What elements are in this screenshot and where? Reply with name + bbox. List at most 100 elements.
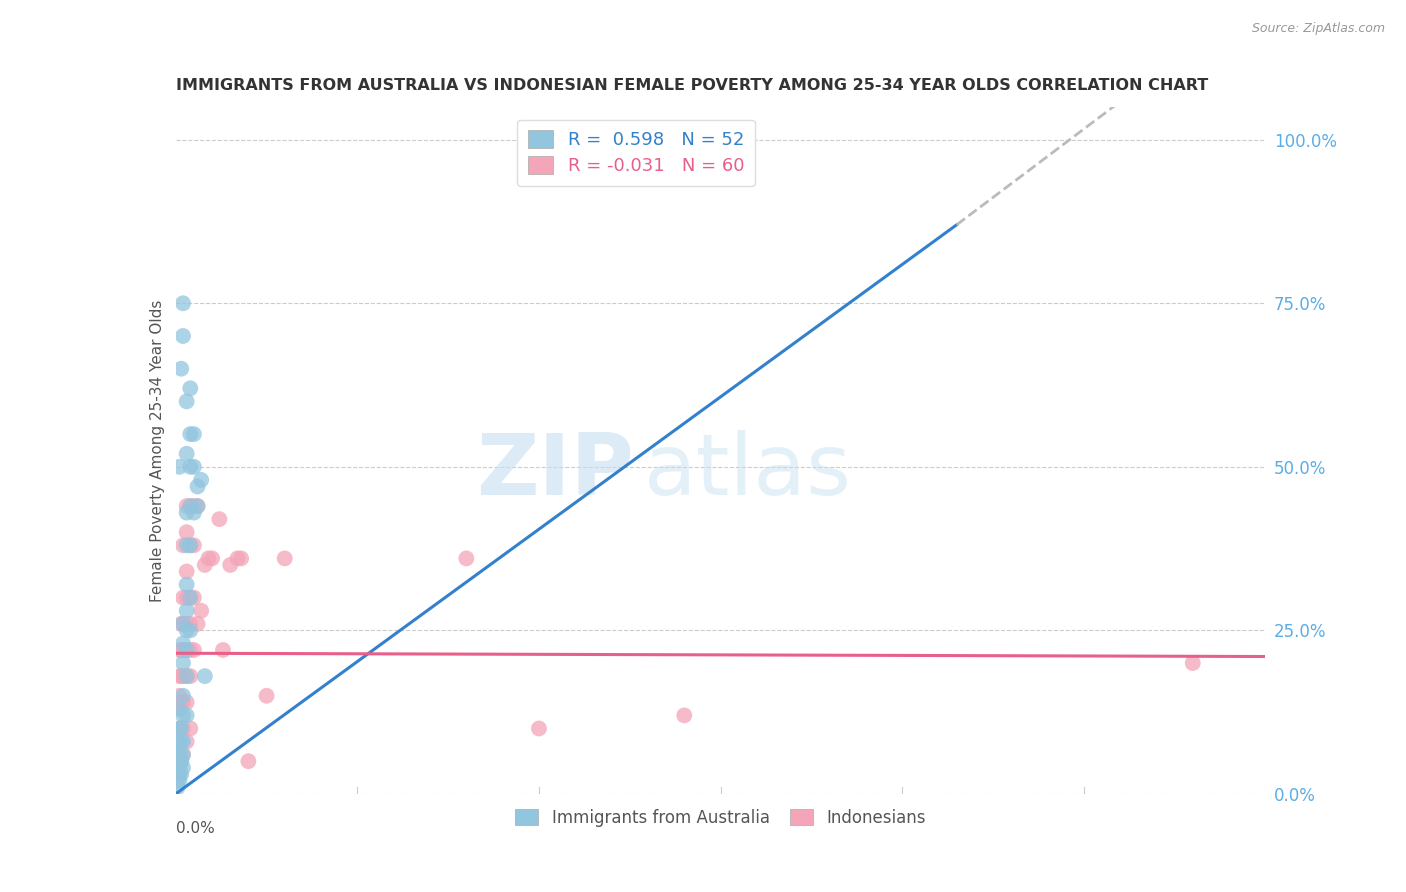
Point — [172, 708, 194, 723]
Point — [170, 643, 193, 657]
Point — [176, 708, 198, 723]
Point — [169, 773, 191, 788]
Point — [212, 643, 235, 657]
Point — [176, 499, 198, 513]
Point — [208, 512, 231, 526]
Point — [172, 329, 194, 343]
Point — [169, 669, 191, 683]
Point — [226, 551, 249, 566]
Point — [176, 506, 198, 520]
Point — [190, 604, 212, 618]
Point — [186, 499, 209, 513]
Point — [673, 708, 696, 723]
Point — [170, 616, 193, 631]
Text: IMMIGRANTS FROM AUSTRALIA VS INDONESIAN FEMALE POVERTY AMONG 25-34 YEAR OLDS COR: IMMIGRANTS FROM AUSTRALIA VS INDONESIAN … — [176, 78, 1208, 94]
Point — [194, 558, 217, 572]
Point — [201, 551, 224, 566]
Point — [176, 695, 198, 709]
Y-axis label: Female Poverty Among 25-34 Year Olds: Female Poverty Among 25-34 Year Olds — [149, 300, 165, 601]
Point — [179, 538, 201, 552]
Point — [167, 754, 190, 768]
Point — [172, 656, 194, 670]
Point — [172, 689, 194, 703]
Point — [179, 499, 201, 513]
Point — [179, 616, 201, 631]
Point — [169, 741, 191, 756]
Point — [176, 447, 198, 461]
Point — [170, 734, 193, 748]
Point — [169, 761, 191, 775]
Point — [183, 538, 205, 552]
Point — [194, 669, 217, 683]
Point — [176, 565, 198, 579]
Point — [527, 722, 550, 736]
Point — [176, 669, 198, 683]
Point — [169, 734, 191, 748]
Point — [1181, 656, 1204, 670]
Point — [256, 689, 278, 703]
Point — [179, 722, 201, 736]
Point — [172, 636, 194, 650]
Point — [179, 591, 201, 605]
Point — [172, 747, 194, 762]
Point — [176, 643, 198, 657]
Legend: Immigrants from Australia, Indonesians: Immigrants from Australia, Indonesians — [509, 802, 932, 834]
Point — [169, 459, 191, 474]
Point — [172, 747, 194, 762]
Point — [169, 702, 191, 716]
Point — [176, 394, 198, 409]
Point — [172, 616, 194, 631]
Point — [166, 780, 188, 795]
Text: Source: ZipAtlas.com: Source: ZipAtlas.com — [1251, 22, 1385, 36]
Point — [176, 577, 198, 591]
Point — [172, 643, 194, 657]
Point — [238, 754, 260, 768]
Point — [274, 551, 297, 566]
Point — [172, 722, 194, 736]
Point — [186, 616, 209, 631]
Point — [179, 499, 201, 513]
Point — [172, 734, 194, 748]
Point — [169, 689, 191, 703]
Point — [172, 761, 194, 775]
Point — [167, 761, 190, 775]
Point — [170, 767, 193, 781]
Point — [167, 747, 190, 762]
Point — [176, 591, 198, 605]
Point — [183, 643, 205, 657]
Point — [169, 722, 191, 736]
Point — [170, 754, 193, 768]
Point — [179, 591, 201, 605]
Point — [179, 381, 201, 395]
Point — [170, 722, 193, 736]
Point — [190, 473, 212, 487]
Point — [176, 734, 198, 748]
Text: 0.0%: 0.0% — [176, 822, 215, 837]
Point — [176, 538, 198, 552]
Point — [176, 525, 198, 540]
Point — [169, 754, 191, 768]
Point — [172, 616, 194, 631]
Point — [169, 767, 191, 781]
Point — [167, 767, 190, 781]
Point — [179, 643, 201, 657]
Point — [176, 624, 198, 638]
Point — [172, 591, 194, 605]
Point — [169, 747, 191, 762]
Point — [169, 702, 191, 716]
Point — [179, 538, 201, 552]
Point — [183, 499, 205, 513]
Point — [170, 669, 193, 683]
Text: ZIP: ZIP — [475, 430, 633, 513]
Point — [183, 427, 205, 442]
Point — [186, 499, 209, 513]
Point — [197, 551, 219, 566]
Point — [456, 551, 478, 566]
Point — [172, 695, 194, 709]
Point — [172, 669, 194, 683]
Point — [176, 643, 198, 657]
Point — [176, 616, 198, 631]
Point — [166, 773, 188, 788]
Point — [172, 296, 194, 310]
Point — [179, 427, 201, 442]
